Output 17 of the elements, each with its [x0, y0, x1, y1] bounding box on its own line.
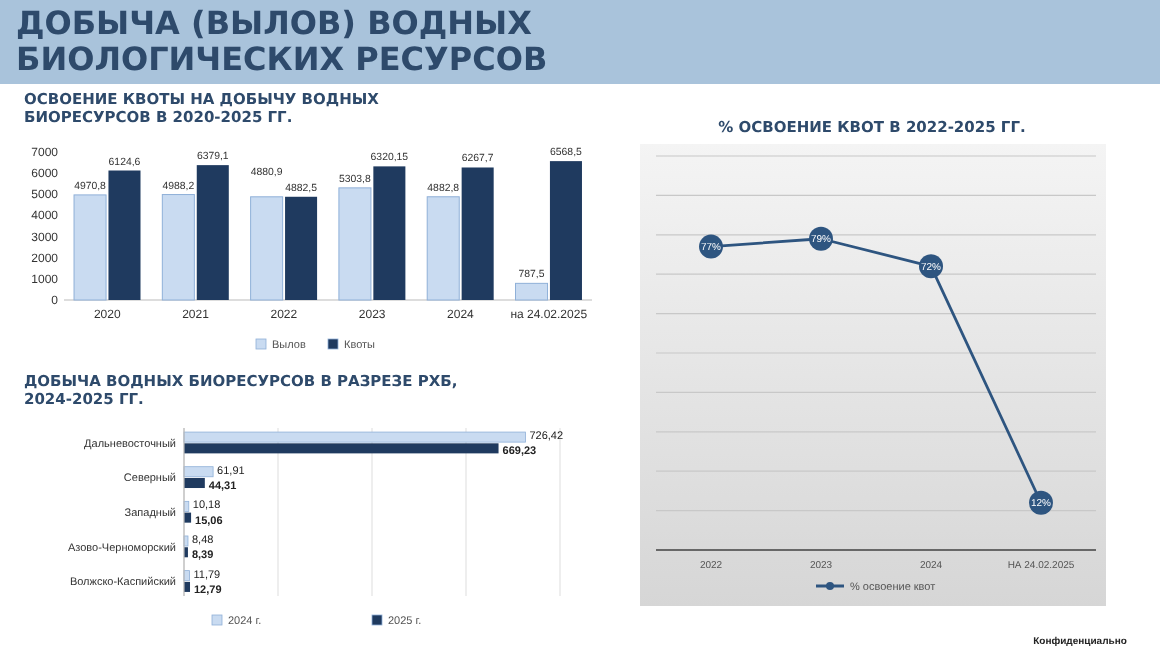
bar — [184, 477, 205, 489]
bar — [373, 166, 406, 300]
bar — [161, 194, 195, 301]
bar — [338, 187, 372, 301]
bar — [108, 170, 141, 300]
bar — [184, 443, 499, 454]
bar — [461, 167, 494, 300]
bar — [549, 161, 582, 300]
bar — [515, 282, 549, 301]
bar — [196, 165, 229, 300]
bar — [285, 196, 318, 300]
bar — [73, 194, 107, 301]
text: ДОБЫЧА (ВЫЛОВ) ВОДНЫХ БИОЛОГИЧЕСКИХ РЕСУРСОВ — [16, 4, 548, 78]
bar — [250, 196, 284, 301]
bar — [183, 431, 526, 443]
bar — [183, 466, 214, 478]
bar — [426, 196, 460, 301]
